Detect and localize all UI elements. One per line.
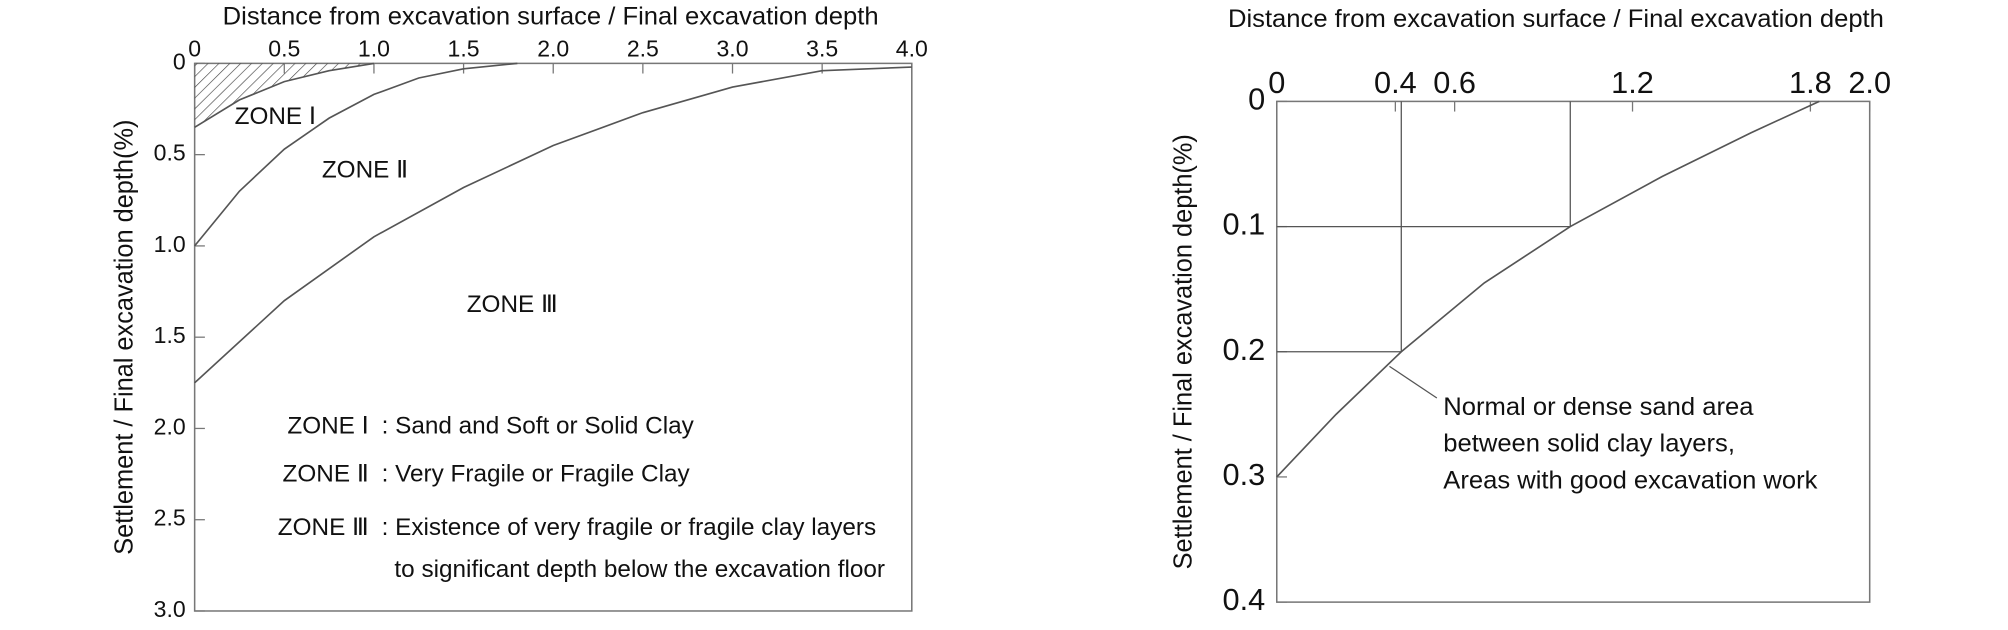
x-tick-label: 1.2 bbox=[1611, 66, 1654, 100]
x-tick-label: 1.5 bbox=[448, 36, 480, 62]
x-tick-label: 0.4 bbox=[1374, 66, 1417, 100]
annotation-text: Normal or dense sand area bbox=[1443, 393, 1754, 421]
y-tick-label: 0.2 bbox=[1223, 333, 1266, 367]
y-tick-label: 3.0 bbox=[154, 596, 186, 622]
x-tick-label: 1.8 bbox=[1789, 66, 1832, 100]
curve bbox=[194, 66, 912, 384]
x-tick-label: 0 bbox=[1268, 66, 1285, 100]
x-tick-label: 2.5 bbox=[627, 36, 659, 62]
legend-text: : Very Fragile or Fragile Clay bbox=[382, 461, 691, 488]
y-tick-label: 0 bbox=[173, 49, 186, 75]
y-tick-label: 2.0 bbox=[154, 414, 186, 440]
x-tick-label: 1.0 bbox=[358, 36, 390, 62]
x-tick-label: 2.0 bbox=[537, 36, 569, 62]
x-axis-label: Distance from excavation surface / Final… bbox=[1228, 5, 1884, 33]
y-tick-label: 1.0 bbox=[154, 231, 186, 257]
x-tick-label: 0 bbox=[188, 36, 201, 62]
annotation-text: Areas with good excavation work bbox=[1443, 467, 1817, 495]
curve bbox=[1276, 100, 1820, 478]
y-tick-label: 0.5 bbox=[154, 140, 186, 166]
annotation-text: between solid clay layers, bbox=[1443, 430, 1735, 458]
legend-zone: ZONE Ⅱ bbox=[283, 461, 369, 488]
zone-label: ZONE Ⅱ bbox=[322, 157, 408, 184]
curve bbox=[194, 62, 375, 128]
y-tick-label: 1.5 bbox=[154, 322, 186, 348]
x-axis-label: Distance from excavation surface / Final… bbox=[223, 3, 879, 31]
y-tick-label: 0.4 bbox=[1223, 583, 1266, 617]
x-tick-label: 2.0 bbox=[1848, 66, 1891, 100]
legend-zone: ZONE Ⅰ bbox=[287, 413, 368, 440]
x-tick-label: 3.5 bbox=[806, 36, 838, 62]
x-tick-label: 0.6 bbox=[1433, 66, 1476, 100]
x-tick-label: 3.0 bbox=[716, 36, 748, 62]
y-axis-label: Settlement / Final excavation depth(%) bbox=[1169, 134, 1197, 569]
zone-label: ZONE Ⅲ bbox=[467, 291, 558, 318]
y-tick-label: 2.5 bbox=[154, 505, 186, 531]
hatched-area bbox=[194, 63, 374, 128]
x-tick-label: 0.5 bbox=[268, 36, 300, 62]
curve bbox=[194, 62, 518, 247]
y-tick-label: 0.1 bbox=[1223, 208, 1266, 242]
y-axis-label: Settlement / Final excavation depth(%) bbox=[110, 120, 138, 555]
x-tick-label: 4.0 bbox=[896, 36, 928, 62]
legend-text: : Existence of very fragile or fragile c… bbox=[382, 514, 877, 541]
y-tick-label: 0 bbox=[1248, 83, 1265, 117]
zone-label: ZONE Ⅰ bbox=[235, 103, 316, 130]
legend-zone: ZONE Ⅲ bbox=[278, 514, 369, 541]
annotation-leader bbox=[1389, 365, 1438, 399]
legend-text: to significant depth below the excavatio… bbox=[394, 556, 885, 583]
legend-text: : Sand and Soft or Solid Clay bbox=[382, 413, 695, 440]
y-tick-label: 0.3 bbox=[1223, 458, 1266, 492]
